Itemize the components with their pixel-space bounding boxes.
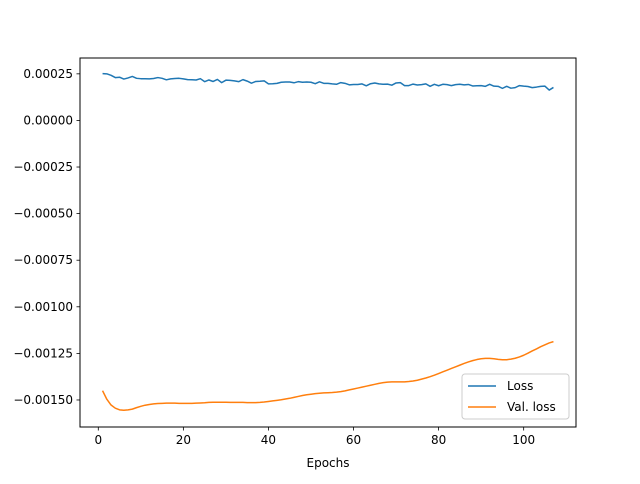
y-tick-label: −0.00075 [13, 253, 73, 267]
series-line-loss [102, 72, 554, 91]
x-axis: 0 20 40 60 80 100 [94, 427, 535, 447]
y-tick-label: 0.00025 [23, 67, 73, 81]
plot-frame [79, 57, 577, 428]
y-tick-label: −0.00150 [13, 393, 73, 407]
series-layer [101, 72, 554, 411]
x-tick-label: 80 [431, 433, 446, 447]
y-tick-label: −0.00025 [13, 160, 73, 174]
y-tick-label: 0.00000 [23, 113, 73, 127]
x-tick-label: 0 [94, 433, 102, 447]
y-tick-label: −0.00050 [13, 207, 73, 221]
y-axis: 0.00025 0.00000 −0.00025 −0.00050 −0.00075 −0… [13, 67, 80, 407]
y-tick-label: −0.00125 [13, 346, 73, 360]
x-tick-label: 20 [176, 433, 191, 447]
legend-label: Loss [507, 379, 533, 393]
x-axis-label: Epochs [307, 456, 350, 470]
x-tick-label: 40 [261, 433, 276, 447]
series-line-val-loss [101, 340, 554, 411]
x-tick-label: 60 [346, 433, 361, 447]
legend: Loss Val. loss [461, 373, 570, 420]
y-tick-label: −0.00100 [13, 300, 73, 314]
x-tick-label: 100 [512, 433, 535, 447]
legend-label: Val. loss [507, 400, 556, 414]
